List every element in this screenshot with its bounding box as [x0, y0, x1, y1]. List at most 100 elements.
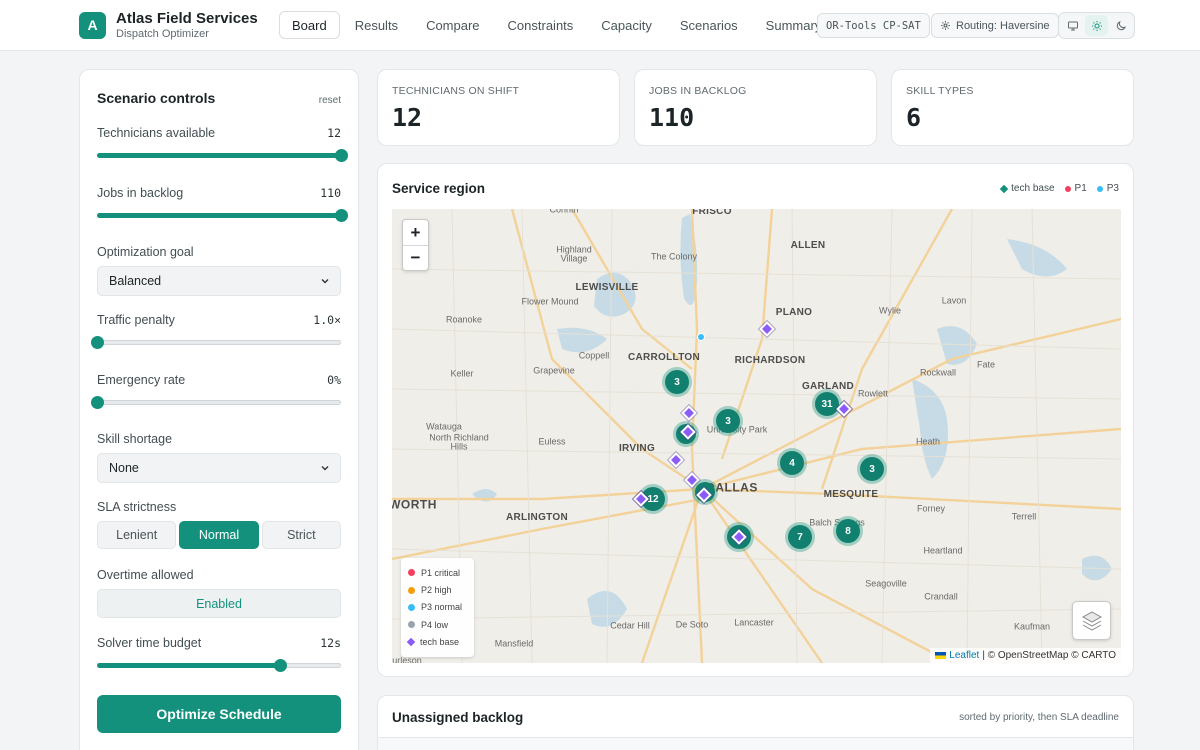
emergency-control: Emergency rate 0%	[91, 373, 341, 409]
traffic-slider[interactable]	[91, 335, 341, 349]
app-logo: A	[79, 11, 106, 39]
time-budget-control: Solver time budget 12s	[97, 636, 341, 672]
legend-item-tech-base: tech base	[999, 183, 1055, 194]
slider-thumb[interactable]	[274, 659, 287, 672]
zoom-in-button[interactable]: +	[410, 222, 421, 242]
stat-label: SKILL TYPES	[906, 85, 974, 97]
map-place-label: FRISCO	[692, 209, 732, 217]
sun-icon	[1091, 20, 1102, 31]
map-place-label: Fate	[976, 359, 996, 370]
service-region-card: Service region tech base P1 P3	[377, 163, 1134, 677]
routing-chip-label: Routing: Haversine	[956, 19, 1050, 32]
sla-strict-button[interactable]: Strict	[261, 521, 341, 549]
tab-compare[interactable]: Compare	[426, 17, 480, 33]
slider-thumb[interactable]	[91, 336, 104, 349]
stat-card-technicians: TECHNICIANS ON SHIFT 12	[377, 69, 620, 146]
jobs-value: 110	[320, 186, 341, 200]
shortage-select-value: None	[109, 461, 139, 475]
routing-chip[interactable]: Routing: Haversine	[931, 13, 1059, 38]
goal-select-value: Balanced	[109, 274, 162, 288]
tab-constraints[interactable]: Constraints	[507, 17, 574, 33]
tab-scenarios[interactable]: Scenarios	[679, 17, 738, 33]
job-cluster[interactable]: 7	[785, 522, 815, 552]
map-basemap	[392, 209, 1121, 663]
tab-board[interactable]: Board	[279, 11, 340, 39]
slider-thumb[interactable]	[91, 396, 104, 409]
tab-results[interactable]: Results	[354, 17, 399, 33]
job-marker-p3[interactable]	[697, 333, 705, 341]
theme-dark-button[interactable]	[1109, 15, 1132, 36]
slider-thumb[interactable]	[335, 209, 348, 222]
emergency-value: 0%	[327, 373, 341, 387]
dot-icon	[408, 621, 415, 629]
attribution-text: | © OpenStreetMap © CARTO	[982, 650, 1116, 661]
time-budget-label: Solver time budget	[97, 636, 202, 650]
reset-link[interactable]: reset	[318, 95, 341, 106]
slider-thumb[interactable]	[335, 149, 348, 162]
map-place-label: ALLEN	[790, 239, 826, 251]
job-cluster[interactable]: 3	[713, 406, 743, 436]
leaflet-link[interactable]: Leaflet	[949, 650, 980, 661]
technicians-slider[interactable]	[97, 148, 348, 162]
map-place-label: CARROLLTON	[627, 351, 701, 363]
overtime-toggle[interactable]: Enabled	[97, 589, 341, 618]
backlog-sort-note: sorted by priority, then SLA deadline	[959, 712, 1119, 723]
goal-select[interactable]: Balanced	[97, 266, 341, 296]
job-cluster[interactable]: 8	[833, 516, 863, 546]
theme-switcher	[1058, 12, 1135, 39]
emergency-slider[interactable]	[91, 395, 341, 409]
sla-lenient-button[interactable]: Lenient	[97, 521, 177, 549]
map-place-label: GARLAND	[801, 380, 855, 392]
theme-light-button[interactable]	[1085, 15, 1108, 36]
goal-control: Optimization goal Balanced	[97, 245, 341, 296]
solver-chip[interactable]: OR-Tools CP-SAT	[817, 13, 930, 38]
sla-segmented: Lenient Normal Strict	[97, 521, 341, 549]
map-place-label: PLANO	[775, 306, 813, 318]
brand: Atlas Field Services Dispatch Optimizer	[116, 11, 258, 40]
traffic-label: Traffic penalty	[97, 313, 175, 327]
map-place-label: Cedar Hill	[610, 620, 650, 631]
jobs-slider[interactable]	[97, 208, 348, 222]
diamond-icon	[406, 638, 416, 647]
job-cluster[interactable]: 4	[777, 448, 807, 478]
job-cluster[interactable]: 3	[857, 454, 887, 484]
job-cluster[interactable]: 31	[812, 389, 842, 419]
zoom-out-button[interactable]: −	[403, 245, 428, 270]
monitor-icon	[1067, 21, 1078, 30]
sla-normal-button[interactable]: Normal	[179, 521, 259, 549]
theme-system-button[interactable]	[1061, 15, 1084, 36]
overtime-label: Overtime allowed	[97, 568, 194, 582]
dot-icon	[408, 569, 415, 577]
app-title: Atlas Field Services	[116, 9, 258, 27]
legend-row-p2: P2 high	[408, 581, 467, 598]
tab-summary[interactable]: Summary	[765, 17, 822, 33]
legend-row-p4: P4 low	[408, 616, 467, 633]
map-place-label: Kaufman	[1013, 621, 1051, 632]
goal-label: Optimization goal	[97, 245, 194, 259]
shortage-control: Skill shortage None	[97, 432, 341, 483]
emergency-label: Emergency rate	[97, 373, 186, 387]
map-place-label: Coppell	[578, 350, 610, 361]
shortage-select[interactable]: None	[97, 453, 341, 483]
map-place-label: Grapevine	[533, 365, 575, 376]
main-nav: Board Results Compare Constraints Capaci…	[279, 11, 834, 39]
unassigned-backlog-card: Unassigned backlog sorted by priority, t…	[377, 695, 1134, 750]
dot-icon	[1064, 185, 1071, 192]
tab-capacity[interactable]: Capacity	[601, 17, 652, 33]
zoom-control: + −	[402, 219, 429, 271]
optimize-schedule-button[interactable]: Optimize Schedule	[97, 695, 341, 733]
map-place-label: Roanoke	[445, 314, 483, 325]
legend-row-p1: P1 critical	[408, 564, 467, 581]
stat-label: JOBS IN BACKLOG	[649, 85, 747, 97]
map-place-label: Lavon	[941, 295, 967, 306]
map-place-label: Forney	[916, 503, 946, 514]
time-budget-slider[interactable]	[97, 658, 341, 672]
map-place-label: The Colony	[650, 251, 698, 262]
map-place-label: Seagoville	[865, 578, 907, 589]
map-place-label: Crandall	[924, 591, 958, 602]
job-cluster[interactable]: 3	[662, 367, 692, 397]
map-place-label: Euless	[538, 436, 566, 447]
chevron-down-icon	[321, 279, 329, 284]
map-canvas[interactable]: Corinth FRISCO ALLEN Highland Village The Co…	[392, 209, 1121, 663]
layers-button[interactable]	[1072, 601, 1111, 640]
